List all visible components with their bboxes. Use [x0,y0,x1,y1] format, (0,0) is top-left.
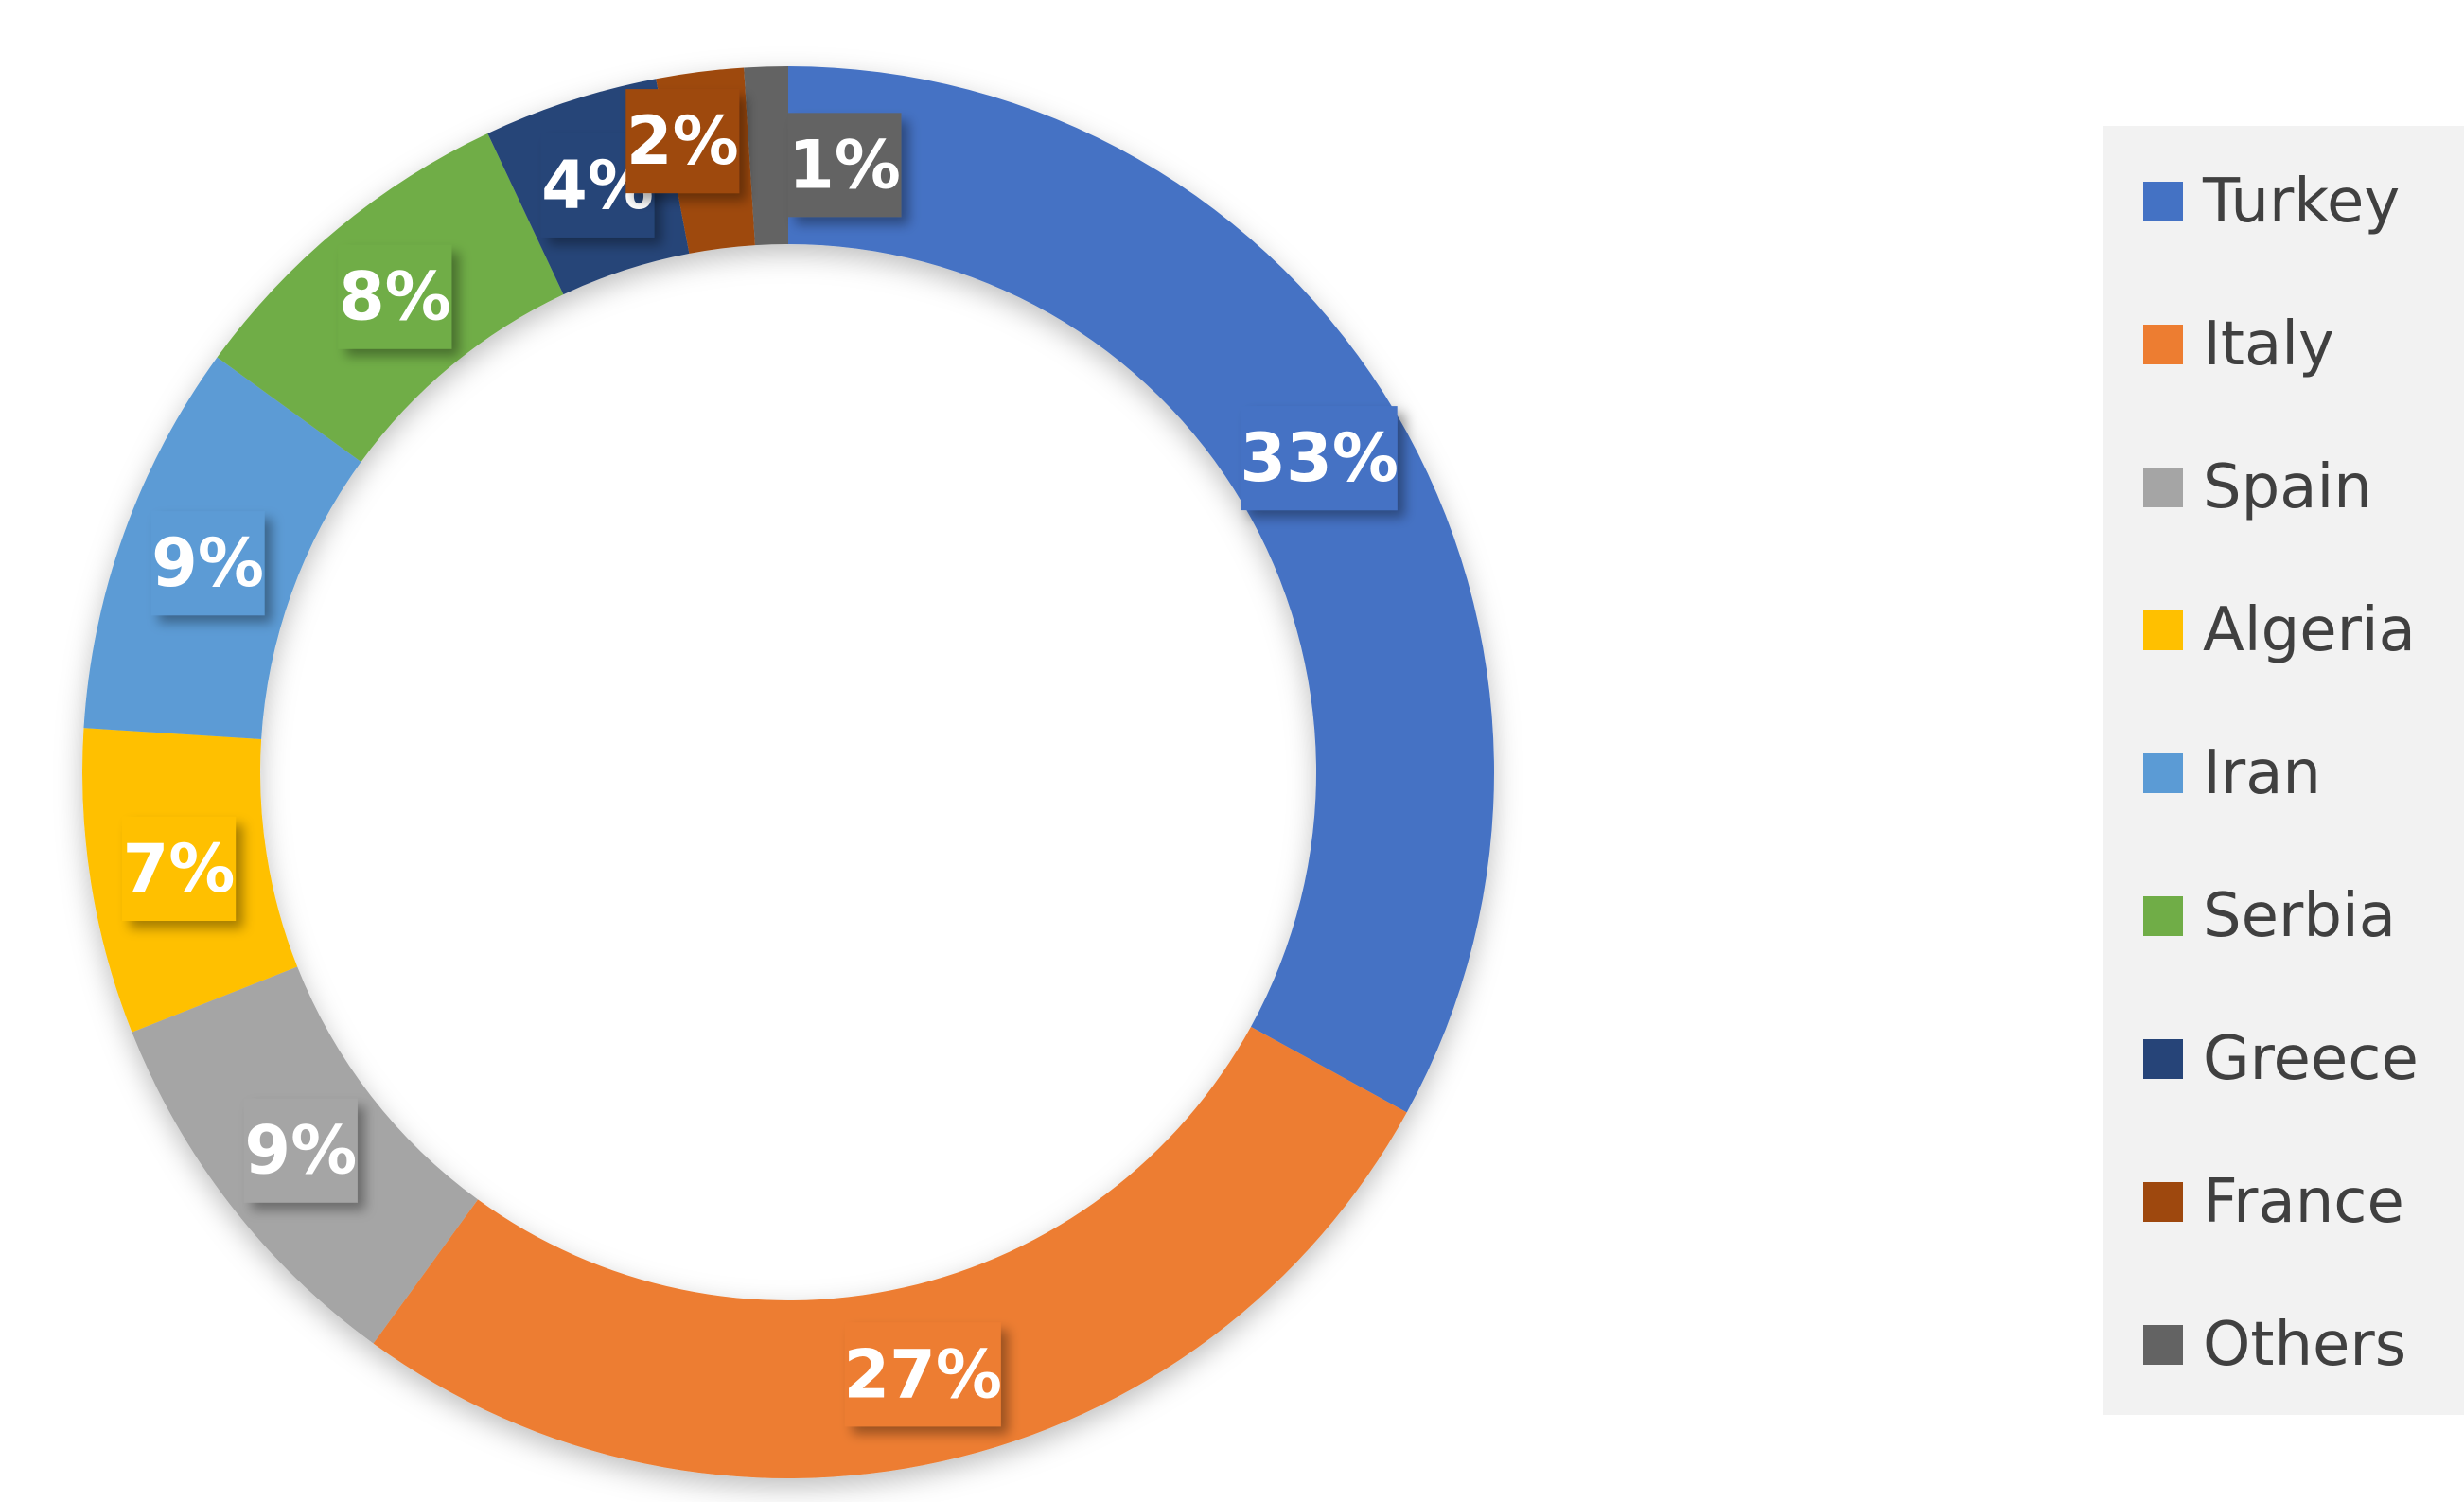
legend-swatch [2143,1039,2183,1079]
data-label: 27% [843,1335,1002,1413]
legend-swatch [2143,610,2183,650]
legend-label: Italy [2203,309,2334,380]
donut-slice [788,66,1494,1113]
data-label: 9% [244,1112,357,1190]
legend-label: Spain [2203,452,2372,522]
data-label: 9% [151,524,264,602]
legend: Turkey Italy Spain Algeria Iran Serbia Greece F… [2143,167,2419,1380]
data-label-box [1241,406,1398,511]
data-label-box [625,89,740,194]
legend-swatch [2143,468,2183,507]
data-label: 8% [339,258,451,336]
legend-swatch [2143,896,2183,936]
data-labels: 33%27%9%7%9%8%4%2% 1% [122,89,1399,1427]
legend-swatch [2143,1325,2183,1365]
data-label-box [122,816,237,921]
legend-swatch [2143,1182,2183,1222]
legend-label: Serbia [2203,881,2396,951]
legend-label: Turkey [2202,167,2400,237]
data-label-box [243,1098,358,1203]
data-label-box [150,511,265,616]
data-label-box [338,244,452,349]
donut [81,66,1494,1479]
legend-label: Others [2203,1310,2406,1380]
legend-label: Iran [2203,738,2321,808]
legend-label: Greece [2203,1024,2419,1094]
data-label-box [787,113,902,218]
data-label: 1% [788,126,901,203]
legend-swatch [2143,182,2183,221]
data-label: 33% [1240,419,1399,497]
legend-label: France [2203,1167,2404,1237]
legend-swatch [2143,753,2183,793]
donut-slice [373,1026,1407,1479]
data-label-box [844,1322,1001,1427]
legend-swatch [2143,325,2183,364]
data-label: 7% [123,830,236,908]
donut-slice [744,66,788,246]
legend-label: Algeria [2203,595,2416,665]
data-label: 2% [626,102,739,180]
